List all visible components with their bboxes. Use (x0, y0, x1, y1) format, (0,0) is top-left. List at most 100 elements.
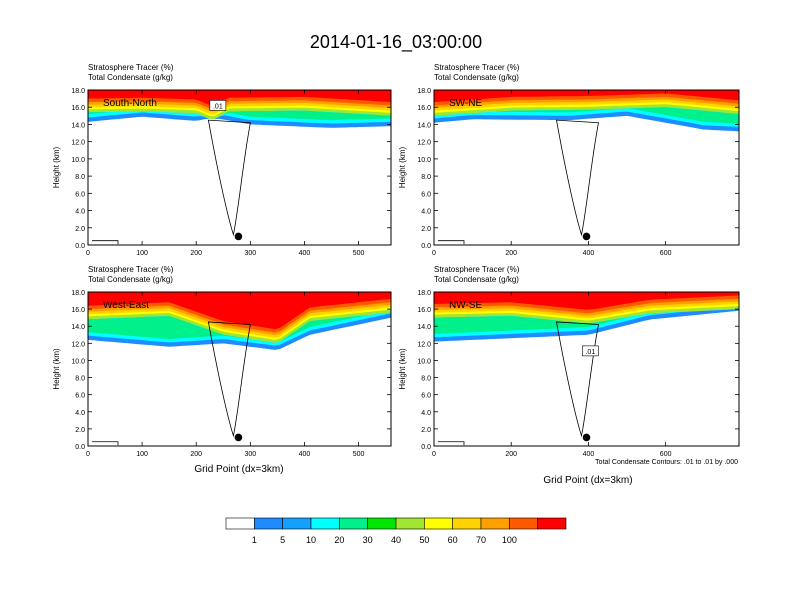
condensate-contour (207, 119, 251, 237)
colorbar-swatch (509, 517, 538, 530)
colorbar-swatch (395, 517, 425, 530)
colorbar-label: 20 (334, 535, 344, 545)
panel-nw-se: .01 NW-SE 0.0 2.0 4.0 6.0 8.0 10.0 12.0 14.0 16.0 1… (398, 265, 740, 458)
contour-label-box (209, 100, 227, 111)
x-tick-label: 500 (353, 250, 365, 257)
condensate-contour (556, 119, 599, 237)
y-tick-label: 6.0 (75, 393, 85, 400)
y-tick-label: 12.0 (417, 341, 431, 348)
condensate-contour (438, 441, 465, 446)
colorbar-swatch (254, 517, 283, 530)
plot-area: .01 (88, 90, 391, 245)
x-tick-label: 0 (432, 451, 436, 458)
colorbar-swatch (537, 517, 567, 530)
plot-frame (433, 291, 740, 447)
colorbar-label: 50 (419, 535, 429, 545)
y-tick-label: 16.0 (417, 105, 431, 112)
colorbar-swatch (452, 517, 482, 530)
y-tick-label: 0.0 (75, 444, 85, 451)
y-tick-label: 2.0 (75, 427, 85, 434)
colorbar-label: 5 (280, 535, 285, 545)
panel-west-east: West-East 0.0 2.0 4.0 6.0 8.0 10.0 12.0 14.0 16.0… (52, 265, 392, 458)
y-tick-label: 4.0 (75, 209, 85, 216)
x-tick-label: 100 (136, 250, 148, 257)
x-tick-label: 400 (299, 250, 311, 257)
panel-label: NW-SE (449, 300, 482, 311)
location-marker (582, 232, 591, 241)
plot-frame (87, 89, 392, 246)
colorbar-label: 40 (391, 535, 401, 545)
colorbar-label: 10 (306, 535, 316, 545)
panel-subtitle: Stratosphere Tracer (%) (434, 63, 520, 72)
x-tick-label: 0 (432, 250, 436, 257)
panel-label: South-North (103, 98, 157, 109)
colorbar-swatch (310, 517, 340, 530)
panel-subtitle: Stratosphere Tracer (%) (88, 63, 174, 72)
y-tick-label: 16.0 (417, 307, 431, 314)
tracer-band (434, 292, 739, 310)
contour-label: .01 (585, 349, 595, 356)
colorbar-swatch (424, 517, 453, 530)
contour-label: .01 (213, 103, 223, 110)
y-tick-label: 6.0 (421, 393, 431, 400)
colorbar-swatch (367, 517, 397, 530)
x-tick-label: 100 (136, 451, 148, 458)
colorbar: 1 5 10 20 30 40 50 60 70 100 (225, 517, 567, 545)
location-marker (234, 433, 243, 442)
colorbar-label: 30 (363, 535, 373, 545)
y-tick-label: 14.0 (417, 324, 431, 331)
contour-label-box (582, 345, 599, 357)
y-tick-label: 10.0 (71, 358, 85, 365)
y-axis-label: Height (km) (398, 146, 407, 188)
location-marker (582, 433, 591, 442)
y-tick-label: 10.0 (417, 358, 431, 365)
y-tick-label: 12.0 (417, 140, 431, 147)
y-axis-label: Height (km) (398, 348, 407, 390)
colorbar-label: 100 (502, 535, 517, 545)
x-tick-label: 300 (244, 250, 256, 257)
condensate-contour (207, 321, 251, 438)
panel-subtitle: Total Condensate (g/kg) (434, 275, 519, 284)
cloud-band (88, 110, 391, 121)
contour-note: Total Condensate Contours: .01 to .01 by… (595, 459, 738, 466)
plot-area (88, 292, 391, 446)
colorbar-label: 70 (476, 535, 486, 545)
panel-subtitle: Total Condensate (g/kg) (88, 73, 173, 82)
y-tick-label: 14.0 (71, 324, 85, 331)
y-tick-label: 18.0 (71, 88, 85, 95)
x-tick-label: 600 (660, 250, 672, 257)
y-tick-label: 0.0 (421, 243, 431, 250)
y-tick-label: 4.0 (421, 410, 431, 417)
y-tick-label: 4.0 (421, 209, 431, 216)
x-axis-label: Grid Point (dx=3km) (543, 475, 632, 486)
tracer-band (88, 292, 391, 330)
x-tick-label: 200 (190, 451, 202, 458)
y-tick-label: 2.0 (421, 427, 431, 434)
panel-subtitle: Stratosphere Tracer (%) (88, 265, 174, 274)
y-tick-label: 12.0 (71, 341, 85, 348)
y-tick-label: 10.0 (71, 157, 85, 164)
x-tick-label: 500 (353, 451, 365, 458)
condensate-contour (92, 240, 119, 245)
colorbar-swatch (339, 517, 368, 530)
colorbar-swatch (480, 517, 510, 530)
cloud-band (88, 312, 391, 343)
y-tick-label: 18.0 (71, 290, 85, 297)
x-tick-label: 200 (505, 250, 517, 257)
plot-area: .01 (434, 292, 739, 446)
x-axis-label: Grid Point (dx=3km) (194, 464, 283, 475)
y-tick-label: 6.0 (75, 191, 85, 198)
y-tick-label: 4.0 (75, 410, 85, 417)
panel-subtitle: Total Condensate (g/kg) (434, 73, 519, 82)
y-tick-label: 8.0 (421, 174, 431, 181)
panel-south-north: .01 South-North 0.0 2.0 4.0 6.0 8.0 10.0 12.0 14.… (52, 63, 392, 257)
panel-subtitle: Stratosphere Tracer (%) (434, 265, 520, 274)
x-tick-label: 400 (299, 451, 311, 458)
colorbar-label: 60 (448, 535, 458, 545)
y-tick-label: 18.0 (417, 290, 431, 297)
location-marker (234, 232, 243, 241)
y-tick-label: 14.0 (417, 122, 431, 129)
x-tick-label: 200 (505, 451, 517, 458)
plot-frame (433, 89, 740, 246)
